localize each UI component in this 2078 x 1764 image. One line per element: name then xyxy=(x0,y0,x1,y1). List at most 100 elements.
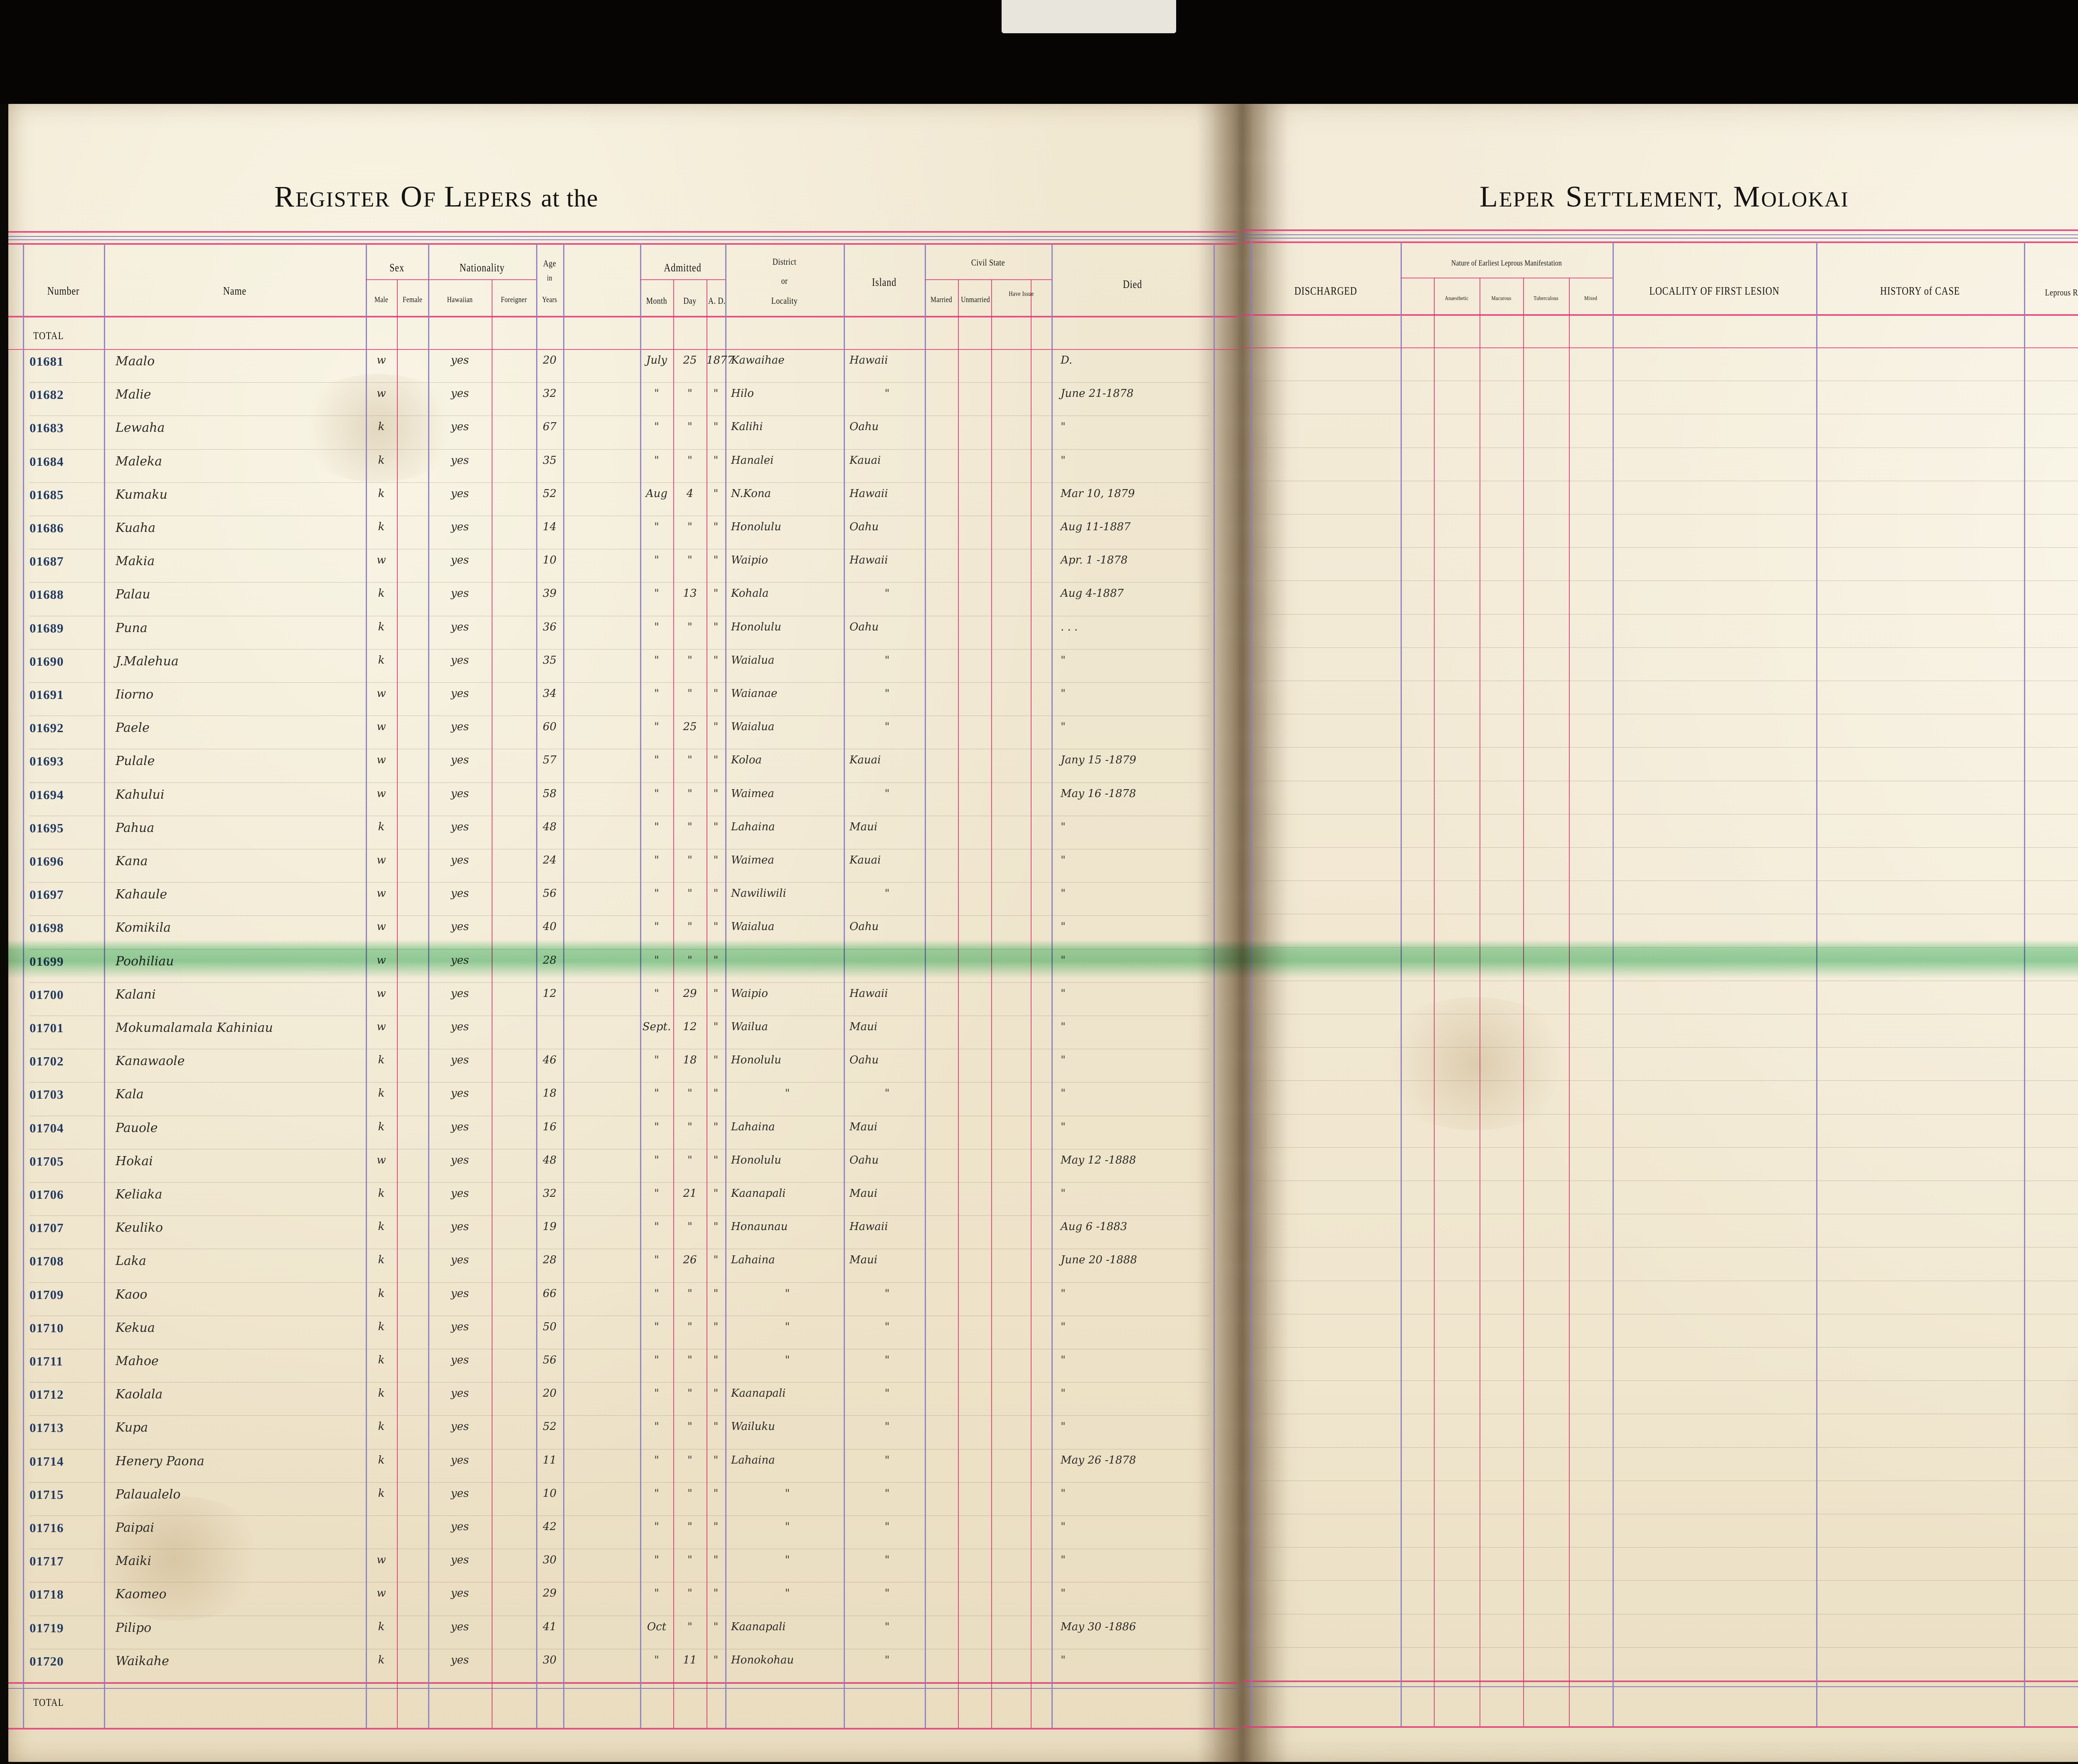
cell-admitted-month: Oct xyxy=(647,1620,667,1633)
cell-nationality: yes xyxy=(451,1487,469,1500)
cell-died: " xyxy=(1061,1587,1066,1600)
cell-island: Hawaii xyxy=(849,487,888,500)
cell-name: Hokai xyxy=(116,1154,153,1169)
table-row[interactable]: 01699 Poohiliau w yes 28 " " " " xyxy=(8,949,2078,982)
cell-age: 20 xyxy=(542,354,557,367)
table-row[interactable]: 01716 Paipai yes 42 " " " " " " xyxy=(8,1516,2078,1549)
cell-nationality: yes xyxy=(451,1120,469,1133)
cell-island: " xyxy=(884,787,890,800)
cell-died: " xyxy=(1061,721,1066,733)
horizontal-rule xyxy=(8,316,1238,317)
cell-admitted-month: " xyxy=(654,454,659,467)
cell-nationality: yes xyxy=(451,1220,469,1233)
table-row[interactable]: 01688 Palau k yes 39 " 13 " Kohala " Aug 4-1887 xyxy=(8,582,2078,615)
table-row[interactable]: 01693 Pulale w yes 57 " " " Koloa Kauai Jany 15 -1… xyxy=(8,749,2078,782)
horizontal-rule xyxy=(640,279,725,280)
cell-age: 42 xyxy=(542,1520,557,1533)
cell-number: 01702 xyxy=(30,1054,64,1069)
table-row[interactable]: 01685 Kumaku k yes 52 Aug 4 " N.Kona Hawaii Mar 10… xyxy=(8,482,2078,516)
table-row[interactable]: 01704 Pauole k yes 16 " " " Lahaina Maui " xyxy=(8,1116,2078,1149)
table-row[interactable]: 01703 Kala k yes 18 " " " " " " xyxy=(8,1082,2078,1115)
cell-age: 19 xyxy=(542,1220,557,1233)
table-row[interactable]: 01711 Mahoe k yes 56 " " " " " " xyxy=(8,1349,2078,1382)
column-header-history-of-case: HISTORY of CASE xyxy=(1880,285,1960,297)
table-row[interactable]: 01684 Maleka k yes 35 " " " Hanalei Kauai " xyxy=(8,449,2078,482)
cell-admitted-day: 29 xyxy=(683,987,697,1000)
cell-died: " xyxy=(1061,654,1066,667)
cell-district: Honolulu xyxy=(731,1154,781,1166)
table-row[interactable]: 01696 Kana w yes 24 " " " Waimea Kauai " xyxy=(8,849,2078,882)
column-header-admitted: Admitted xyxy=(664,261,702,274)
vertical-rule xyxy=(23,243,24,1728)
table-row[interactable]: 01718 Kaomeo w yes 29 " " " " " " xyxy=(8,1582,2078,1615)
table-row[interactable]: 01700 Kalani w yes 12 " 29 " Waipio Hawaii " xyxy=(8,982,2078,1016)
cell-admitted-day: " xyxy=(687,1287,692,1300)
table-row[interactable]: 01691 Iiorno w yes 34 " " " Waianae " " xyxy=(8,682,2078,716)
table-row[interactable]: 01702 Kanawaole k yes 46 " 18 " Honolulu Oahu " xyxy=(8,1049,2078,1082)
table-row[interactable]: 01705 Hokai w yes 48 " " " Honolulu Oahu May 12 -1… xyxy=(8,1149,2078,1182)
cell-age: 39 xyxy=(542,587,557,600)
cell-sex: k xyxy=(378,1120,385,1133)
table-row[interactable]: 01694 Kahului w yes 58 " " " Waimea " May 16 -1878 xyxy=(8,782,2078,816)
table-row[interactable]: 01695 Pahua k yes 48 " " " Lahaina Maui " xyxy=(8,816,2078,849)
cell-admitted-ad: " xyxy=(713,887,719,900)
cell-nationality: yes xyxy=(451,1287,469,1300)
table-row[interactable]: 01701 Mokumalamala Kahiniau w yes Sept. 12 " Wa… xyxy=(8,1016,2078,1049)
cell-name: Keliaka xyxy=(116,1187,162,1202)
table-row[interactable]: 01683 Lewaha k yes 67 " " " Kalihi Oahu " xyxy=(8,416,2078,449)
table-row[interactable]: 01708 Laka k yes 28 " 26 " Lahaina Maui June 20 -1… xyxy=(8,1249,2078,1282)
cell-admitted-day: 11 xyxy=(683,1653,697,1666)
table-row[interactable]: 01709 Kaoo k yes 66 " " " " " " xyxy=(8,1282,2078,1316)
faint-row-line xyxy=(29,1182,1209,1183)
table-row[interactable]: 01712 Kaolala k yes 20 " " " Kaanapali " " xyxy=(8,1382,2078,1415)
cell-island: Oahu xyxy=(849,521,879,533)
cell-age: 28 xyxy=(542,1254,557,1267)
table-row[interactable]: 01697 Kahaule w yes 56 " " " Nawiliwili " " xyxy=(8,882,2078,915)
cell-name: J.Malehua xyxy=(116,654,179,669)
table-row[interactable]: 01717 Maiki w yes 30 " " " " " " xyxy=(8,1549,2078,1582)
cell-island: " xyxy=(884,1587,890,1600)
faint-row-line xyxy=(29,1215,1209,1216)
table-row[interactable]: 01681 Maalo w yes 20 July 25 1877 Kawaihae Hawaii… xyxy=(8,349,2078,382)
cell-age: 16 xyxy=(542,1120,557,1133)
faint-row-line xyxy=(29,1382,1209,1383)
cell-number: 01681 xyxy=(30,354,64,369)
cell-number: 01708 xyxy=(30,1254,64,1269)
cell-admitted-month: " xyxy=(654,554,659,567)
vertical-rule xyxy=(725,243,726,1728)
table-row[interactable]: 01707 Keuliko k yes 19 " " " Honaunau Hawaii Aug 6… xyxy=(8,1215,2078,1249)
cell-sex: k xyxy=(378,1387,385,1400)
cell-sex: w xyxy=(377,987,386,1000)
cell-admitted-month: " xyxy=(654,387,659,400)
table-row[interactable]: 01689 Puna k yes 36 " " " Honolulu Oahu . . . xyxy=(8,616,2078,649)
table-row[interactable]: 01719 Pilipo k yes 41 Oct " " Kaanapali " May 30 -… xyxy=(8,1616,2078,1649)
table-row[interactable]: 01698 Komikila w yes 40 " " " Waialua Oahu " xyxy=(8,915,2078,949)
table-row[interactable]: 01692 Paele w yes 60 " 25 " Waialua " " xyxy=(8,716,2078,749)
table-row[interactable]: 01720 Waikahe k yes 30 " 11 " Honokohau " " xyxy=(8,1649,2078,1682)
table-row[interactable]: 01690 J.Malehua k yes 35 " " " Waialua " " xyxy=(8,649,2078,682)
cell-admitted-ad: " xyxy=(713,920,719,933)
cell-admitted-day: " xyxy=(687,454,692,467)
faint-row-line xyxy=(1251,1047,2078,1048)
cell-died: Apr. 1 -1878 xyxy=(1061,554,1128,567)
cell-age: 10 xyxy=(542,1487,557,1500)
cell-admitted-day: " xyxy=(687,954,692,967)
table-row[interactable]: 01715 Palaualelo k yes 10 " " " " " " xyxy=(8,1482,2078,1516)
cell-island: Oahu xyxy=(849,1054,879,1067)
cell-nationality: yes xyxy=(451,1620,469,1633)
cell-admitted-ad: " xyxy=(713,1187,719,1200)
cell-sex: w xyxy=(377,554,386,567)
table-row[interactable]: 01686 Kuaha k yes 14 " " " Honolulu Oahu Aug 11-18… xyxy=(8,516,2078,549)
cell-admitted-month: " xyxy=(654,1420,659,1433)
table-row[interactable]: 01682 Malie w yes 32 " " " Hilo " June 21-1878 xyxy=(8,382,2078,416)
table-row[interactable]: 01706 Keliaka k yes 32 " 21 " Kaanapali Maui " xyxy=(8,1182,2078,1215)
cell-admitted-ad: " xyxy=(713,521,719,533)
cell-admitted-ad: " xyxy=(713,987,719,1000)
table-row[interactable]: 01713 Kupa k yes 52 " " " Wailuku " " xyxy=(8,1415,2078,1449)
table-row[interactable]: 01714 Henery Paona k yes 11 " " " Lahaina " May 26… xyxy=(8,1449,2078,1482)
cell-island: Hawaii xyxy=(849,354,888,367)
table-row[interactable]: 01687 Makia w yes 10 " " " Waipio Hawaii Apr. 1 -1… xyxy=(8,549,2078,582)
cell-admitted-day: " xyxy=(687,820,692,833)
table-row[interactable]: 01710 Kekua k yes 50 " " " " " " xyxy=(8,1316,2078,1349)
faint-row-line xyxy=(29,1082,1209,1083)
